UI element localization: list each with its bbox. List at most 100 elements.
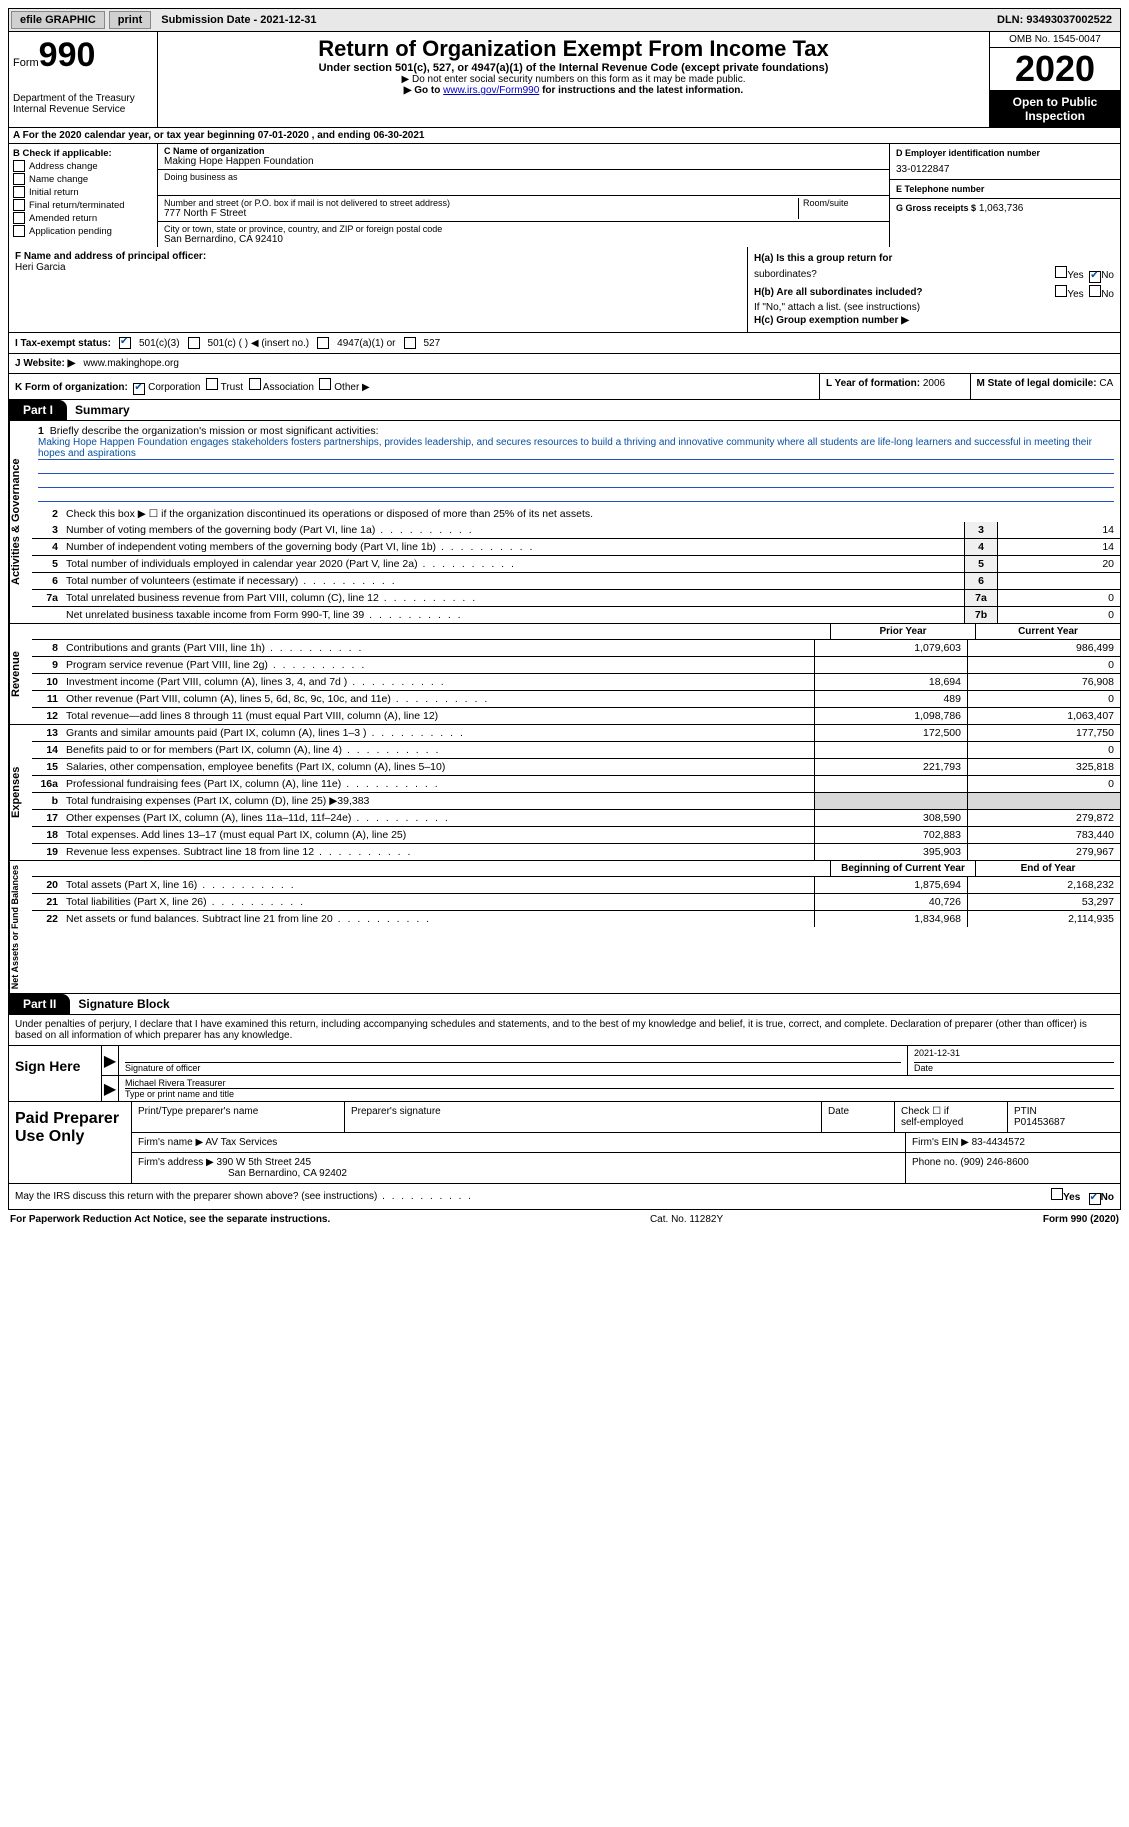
r18-cy: 783,440 <box>967 827 1120 843</box>
r10-num: 10 <box>32 674 62 690</box>
irs-label: Internal Revenue Service <box>13 104 153 115</box>
checkbox-corp[interactable] <box>133 383 145 395</box>
q3-num: 3 <box>32 522 62 538</box>
part1-tab: Part I <box>9 400 67 420</box>
r8-py: 1,079,603 <box>814 640 967 656</box>
footer-right: Form 990 (2020) <box>1043 1214 1119 1225</box>
checkbox-501c3[interactable] <box>119 337 131 349</box>
r14-text: Benefits paid to or for members (Part IX… <box>62 742 814 758</box>
city-label: City or town, state or province, country… <box>164 224 883 234</box>
form-org-label: K Form of organization: <box>15 382 128 393</box>
checkbox-4947[interactable] <box>317 337 329 349</box>
q7b-text: Net unrelated business taxable income fr… <box>66 609 463 621</box>
r8-text: Contributions and grants (Part VIII, lin… <box>62 640 814 656</box>
checkbox-discuss-yes[interactable] <box>1051 1188 1063 1200</box>
checkbox-amended[interactable] <box>13 212 25 224</box>
checkbox-trust[interactable] <box>206 378 218 390</box>
prep-h1: Print/Type preparer's name <box>132 1102 345 1132</box>
line-a-text: A For the 2020 calendar year, or tax yea… <box>13 130 424 141</box>
r21-num: 21 <box>32 894 62 910</box>
checkbox-assoc[interactable] <box>249 378 261 390</box>
arrow-icon: ▶ <box>102 1046 119 1075</box>
efile-label: efile GRAPHIC <box>11 11 105 29</box>
hb-label: H(b) Are all subordinates included? <box>754 287 923 298</box>
label-corp: Corporation <box>148 382 200 393</box>
r17-num: 17 <box>32 810 62 826</box>
label-amended: Amended return <box>29 213 97 224</box>
checkbox-527[interactable] <box>404 337 416 349</box>
identity-block: B Check if applicable: Address change Na… <box>8 144 1121 247</box>
q5-text: Total number of individuals employed in … <box>66 558 516 570</box>
r13-text: Grants and similar amounts paid (Part IX… <box>62 725 814 741</box>
checkbox-other[interactable] <box>319 378 331 390</box>
checkbox-501c[interactable] <box>188 337 200 349</box>
hdr-boy: Beginning of Current Year <box>830 861 975 876</box>
r12-cy: 1,063,407 <box>967 708 1120 724</box>
q3-text: Number of voting members of the governin… <box>66 524 474 536</box>
label-527: 527 <box>424 338 441 349</box>
r18-py: 702,883 <box>814 827 967 843</box>
line-l: L Year of formation: 2006 <box>820 374 971 399</box>
print-button[interactable]: print <box>109 11 151 29</box>
net-assets-section: Net Assets or Fund Balances Beginning of… <box>8 861 1121 994</box>
vtab-exp: Expenses <box>9 725 32 860</box>
line-k: K Form of organization: Corporation Trus… <box>9 374 819 399</box>
r9-py <box>814 657 967 673</box>
footer-mid: Cat. No. 11282Y <box>650 1214 723 1225</box>
label-yes: Yes <box>1067 270 1083 281</box>
addr-label: Number and street (or P.O. box if mail i… <box>164 198 798 208</box>
q3-val: 14 <box>997 522 1120 538</box>
r22-num: 22 <box>32 911 62 927</box>
section-fh: F Name and address of principal officer:… <box>8 247 1121 333</box>
org-name: Making Hope Happen Foundation <box>164 156 883 167</box>
r21-py: 40,726 <box>814 894 967 910</box>
officer-name: Heri Garcia <box>15 262 741 273</box>
section-h: H(a) Is this a group return for subordin… <box>748 247 1120 332</box>
checkbox-address-change[interactable] <box>13 160 25 172</box>
q1-text: Briefly describe the organization's miss… <box>50 425 379 437</box>
checkbox-discuss-no[interactable] <box>1089 1193 1101 1205</box>
checkbox-final-return[interactable] <box>13 199 25 211</box>
q6-text: Total number of volunteers (estimate if … <box>66 575 397 587</box>
q6-num: 6 <box>32 573 62 589</box>
r8-cy: 986,499 <box>967 640 1120 656</box>
irs-link[interactable]: www.irs.gov/Form990 <box>443 85 539 96</box>
vtab-ag: Activities & Governance <box>9 421 32 623</box>
r17-py: 308,590 <box>814 810 967 826</box>
checkbox-hb-no[interactable] <box>1089 285 1101 297</box>
checkbox-hb-yes[interactable] <box>1055 285 1067 297</box>
omb-number: OMB No. 1545-0047 <box>990 32 1120 48</box>
label-501c: 501(c) ( ) ◀ (insert no.) <box>208 338 310 349</box>
label-4947: 4947(a)(1) or <box>337 338 395 349</box>
prep-h4a: Check ☐ if <box>901 1106 1001 1117</box>
prep-ptin: P01453687 <box>1014 1117 1114 1128</box>
r21-cy: 53,297 <box>967 894 1120 910</box>
r22-py: 1,834,968 <box>814 911 967 927</box>
org-name-label: C Name of organization <box>164 146 265 156</box>
mission-blank3 <box>38 488 1114 502</box>
q7b-num <box>32 607 62 623</box>
declaration: Under penalties of perjury, I declare th… <box>8 1015 1121 1046</box>
r16a-cy: 0 <box>967 776 1120 792</box>
r15-cy: 325,818 <box>967 759 1120 775</box>
checkbox-ha-no[interactable] <box>1089 271 1101 283</box>
label-address-change: Address change <box>29 161 98 172</box>
ha-sub: subordinates? <box>754 269 817 280</box>
prep-h2: Preparer's signature <box>345 1102 822 1132</box>
header-right: OMB No. 1545-0047 2020 Open to Public In… <box>989 32 1120 127</box>
prep-h5: PTIN <box>1014 1106 1114 1117</box>
checkbox-name-change[interactable] <box>13 173 25 185</box>
q7b-box: 7b <box>964 607 997 623</box>
firm-ein-label: Firm's EIN ▶ <box>912 1137 969 1148</box>
r16a-num: 16a <box>32 776 62 792</box>
r9-num: 9 <box>32 657 62 673</box>
checkbox-initial-return[interactable] <box>13 186 25 198</box>
checkbox-application-pending[interactable] <box>13 225 25 237</box>
sig-date-label: Date <box>914 1062 1114 1073</box>
discuss-row: May the IRS discuss this return with the… <box>8 1184 1121 1210</box>
r16b-cy-shade <box>967 793 1120 809</box>
checkbox-ha-yes[interactable] <box>1055 266 1067 278</box>
q7a-text: Total unrelated business revenue from Pa… <box>66 592 477 604</box>
q2-text: Check this box ▶ ☐ if the organization d… <box>62 506 1120 522</box>
q5-num: 5 <box>32 556 62 572</box>
